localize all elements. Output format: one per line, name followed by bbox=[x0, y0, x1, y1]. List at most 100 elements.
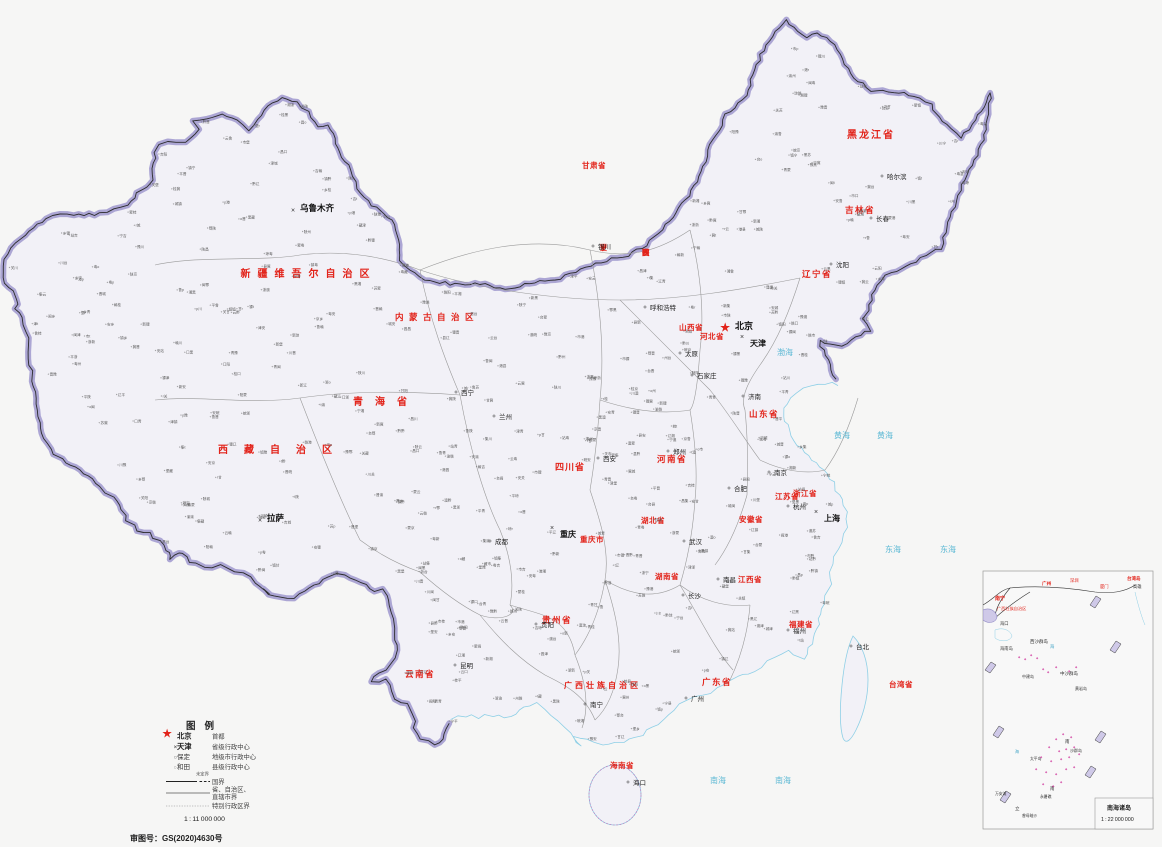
svg-text:粤新: 粤新 bbox=[432, 536, 440, 541]
svg-text:港r: 港r bbox=[804, 67, 810, 72]
svg-text:陕城: 陕城 bbox=[203, 496, 211, 501]
svg-text:海南岛: 海南岛 bbox=[1000, 645, 1013, 652]
svg-text:新镖: 新镖 bbox=[142, 322, 150, 327]
svg-text:蒙桂: 蒙桂 bbox=[129, 209, 137, 214]
svg-text:郑州: 郑州 bbox=[673, 448, 686, 456]
svg-text:陕晋: 陕晋 bbox=[733, 410, 741, 415]
svg-text:浙台: 浙台 bbox=[420, 569, 428, 574]
svg-text:广州: 广州 bbox=[1042, 580, 1052, 587]
svg-text:口青: 口青 bbox=[134, 418, 142, 423]
svg-text:鄂陕: 鄂陕 bbox=[209, 225, 217, 230]
svg-text:云黑: 云黑 bbox=[823, 267, 831, 271]
svg-text:山东省: 山东省 bbox=[749, 409, 778, 419]
svg-text:澳黔: 澳黔 bbox=[444, 498, 452, 503]
svg-text:站闽: 站闽 bbox=[798, 487, 806, 492]
svg-text:平湘: 平湘 bbox=[454, 291, 462, 296]
svg-text:宁吉: 宁吉 bbox=[119, 233, 127, 238]
svg-text:新安: 新安 bbox=[179, 384, 187, 389]
svg-text:r州: r州 bbox=[950, 199, 955, 204]
svg-text:口黑: 口黑 bbox=[186, 351, 194, 355]
svg-text:p安: p安 bbox=[704, 668, 710, 673]
svg-text:北京: 北京 bbox=[177, 732, 192, 741]
svg-text:云鲁: 云鲁 bbox=[225, 135, 233, 140]
svg-text:新堡: 新堡 bbox=[276, 342, 284, 347]
svg-text:陕昌: 陕昌 bbox=[202, 246, 210, 251]
svg-text:蒙集: 蒙集 bbox=[611, 452, 619, 457]
svg-text:青海省: 青海省 bbox=[353, 395, 407, 408]
svg-text:安p: 安p bbox=[803, 501, 809, 506]
svg-text:陕o: 陕o bbox=[348, 175, 354, 180]
svg-text:县新: 县新 bbox=[634, 320, 642, 325]
svg-text:平青: 平青 bbox=[478, 508, 486, 513]
svg-text:冀城: 冀城 bbox=[628, 468, 636, 473]
svg-text:蒙粤: 蒙粤 bbox=[297, 243, 305, 248]
svg-text:r云: r云 bbox=[603, 687, 608, 691]
svg-text:镖闽: 镖闽 bbox=[789, 329, 797, 334]
svg-text:南海: 南海 bbox=[775, 775, 791, 785]
svg-text:昌o: 昌o bbox=[301, 121, 307, 125]
svg-text:晋台: 晋台 bbox=[470, 311, 478, 316]
svg-text:o州: o州 bbox=[650, 388, 656, 393]
svg-text:市陕: 市陕 bbox=[723, 313, 731, 318]
svg-text:平晋: 平晋 bbox=[653, 487, 661, 491]
svg-text:皖京: 皖京 bbox=[684, 347, 692, 352]
svg-text:r甘: r甘 bbox=[587, 438, 592, 443]
svg-text:湘新: 湘新 bbox=[789, 465, 797, 470]
svg-text:辽青: 辽青 bbox=[658, 279, 666, 284]
svg-text:关阳: 关阳 bbox=[141, 495, 149, 500]
svg-text:平青: 平青 bbox=[781, 389, 789, 394]
svg-text:新黑: 新黑 bbox=[531, 295, 539, 300]
svg-text:澳琼: 澳琼 bbox=[579, 623, 587, 628]
svg-text:安琼: 安琼 bbox=[962, 169, 970, 174]
svg-text:上海: 上海 bbox=[824, 513, 840, 523]
svg-text:和田: 和田 bbox=[177, 762, 190, 771]
svg-text:镖晋: 镖晋 bbox=[452, 330, 460, 335]
svg-text:台北: 台北 bbox=[856, 642, 870, 651]
svg-text:赣阳: 赣阳 bbox=[444, 289, 452, 294]
svg-text:平琼: 平琼 bbox=[512, 493, 520, 498]
svg-text:黔州: 黔州 bbox=[558, 354, 566, 359]
svg-text:赣桂: 赣桂 bbox=[114, 302, 122, 307]
svg-text:鲁吉: 鲁吉 bbox=[813, 534, 821, 539]
svg-text:台粤: 台粤 bbox=[630, 496, 638, 501]
svg-text:浙o: 浙o bbox=[325, 380, 331, 385]
svg-text:京辽: 京辽 bbox=[420, 669, 428, 674]
svg-text:昌津: 昌津 bbox=[541, 651, 549, 656]
svg-text:黔冀: 黔冀 bbox=[709, 217, 717, 222]
svg-text:站粤: 站粤 bbox=[860, 84, 868, 89]
svg-text:堡豫: 堡豫 bbox=[479, 565, 487, 570]
svg-text:京乡: 京乡 bbox=[316, 316, 324, 321]
svg-text:苏赣: 苏赣 bbox=[638, 593, 646, 598]
svg-text:镇京: 镇京 bbox=[370, 546, 378, 551]
svg-text:桂阳: 桂阳 bbox=[631, 682, 639, 687]
svg-text:川堡: 川堡 bbox=[753, 497, 761, 502]
svg-text:武汉: 武汉 bbox=[689, 537, 703, 546]
svg-text:川澳: 川澳 bbox=[631, 390, 639, 395]
svg-text:安甘: 安甘 bbox=[692, 499, 700, 504]
svg-text:鄂黑: 鄂黑 bbox=[609, 307, 617, 312]
svg-text:苏蒙: 苏蒙 bbox=[374, 285, 382, 290]
svg-text:市港: 市港 bbox=[577, 334, 585, 339]
svg-text:苏黔: 苏黔 bbox=[771, 310, 779, 315]
svg-text:豫黔: 豫黔 bbox=[490, 608, 498, 613]
svg-text:陕宁: 陕宁 bbox=[519, 302, 527, 307]
svg-text:晋赣: 晋赣 bbox=[375, 306, 383, 311]
svg-text:青闽: 青闽 bbox=[274, 364, 282, 369]
svg-text:高雄: 高雄 bbox=[1133, 583, 1142, 590]
svg-text:乡集: 乡集 bbox=[799, 444, 807, 449]
svg-text:渝鲁: 渝鲁 bbox=[775, 131, 783, 136]
svg-text:辽湘: 辽湘 bbox=[458, 653, 466, 658]
svg-text:甘鄂: 甘鄂 bbox=[739, 209, 747, 214]
svg-text:吉r: 吉r bbox=[954, 138, 960, 143]
svg-text:冀陕: 冀陕 bbox=[449, 396, 457, 401]
svg-text:镖黑: 镖黑 bbox=[733, 351, 741, 356]
svg-text:粤p: 粤p bbox=[109, 280, 115, 285]
svg-text:o晋: o晋 bbox=[240, 217, 246, 221]
svg-text:新集: 新集 bbox=[723, 303, 731, 308]
svg-text:粤蒙: 粤蒙 bbox=[188, 502, 196, 507]
svg-text:闽t: 闽t bbox=[830, 180, 835, 185]
svg-text:南宁: 南宁 bbox=[995, 595, 1005, 602]
svg-text:藏堡: 藏堡 bbox=[722, 584, 730, 589]
svg-text:集藏: 集藏 bbox=[197, 518, 205, 523]
svg-text:成都: 成都 bbox=[495, 537, 509, 546]
